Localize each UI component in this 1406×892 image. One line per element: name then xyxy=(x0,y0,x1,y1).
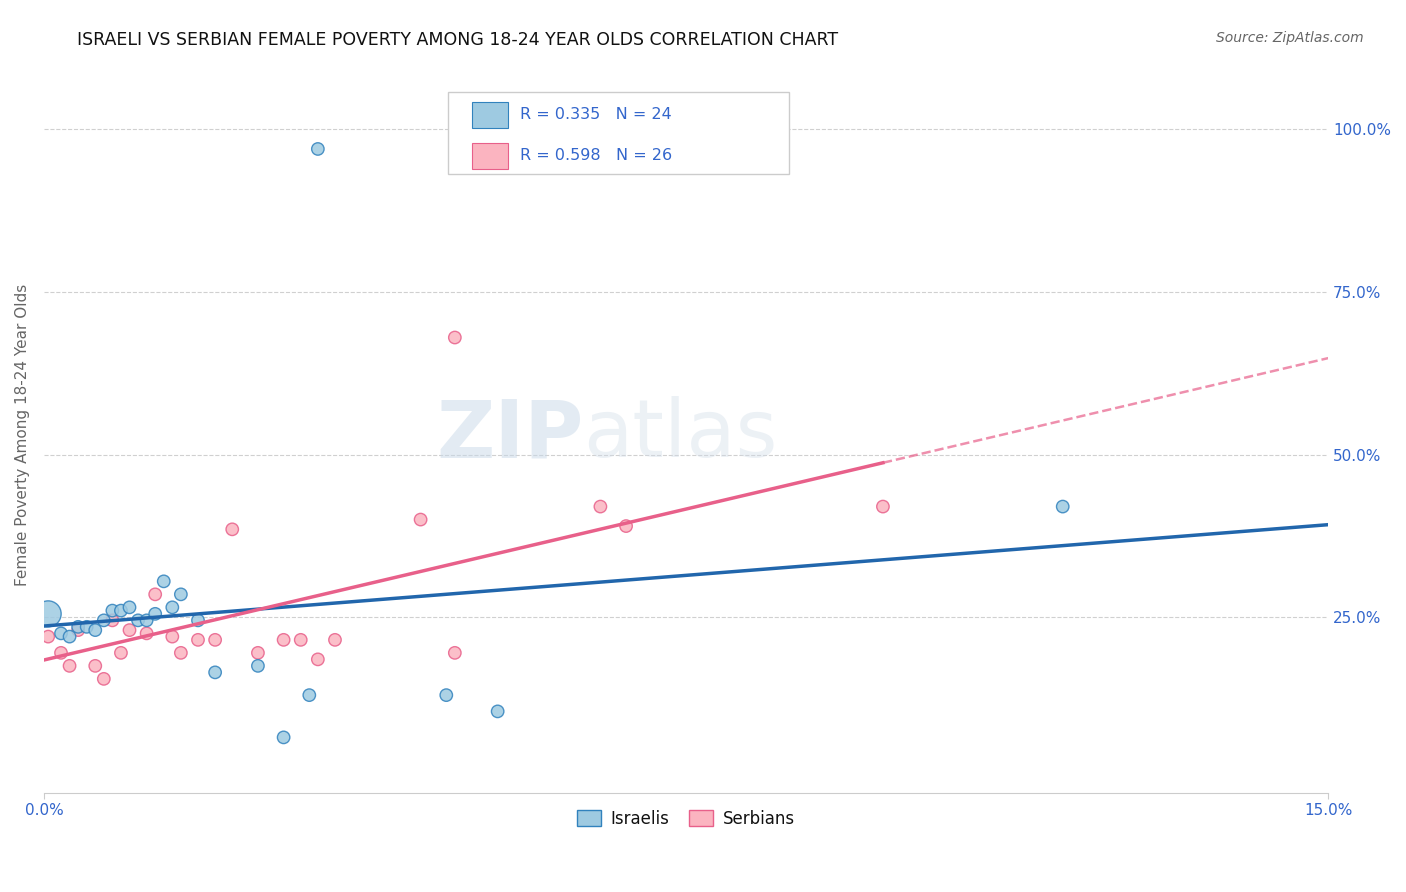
Point xyxy=(37,630,59,644)
Point xyxy=(110,646,132,660)
Text: atlas: atlas xyxy=(583,396,778,474)
Point xyxy=(187,632,209,647)
Point xyxy=(118,600,141,615)
Point xyxy=(67,623,90,637)
Point xyxy=(93,672,115,686)
Point xyxy=(221,522,243,536)
Point xyxy=(84,623,107,637)
Point xyxy=(162,600,184,615)
Point xyxy=(170,587,193,601)
Point xyxy=(101,613,124,627)
Point xyxy=(76,620,98,634)
FancyBboxPatch shape xyxy=(471,102,508,128)
Point xyxy=(101,604,124,618)
Point xyxy=(58,630,80,644)
Point xyxy=(143,587,166,601)
FancyBboxPatch shape xyxy=(471,143,508,169)
Y-axis label: Female Poverty Among 18-24 Year Olds: Female Poverty Among 18-24 Year Olds xyxy=(15,284,30,586)
Point xyxy=(290,632,312,647)
Point xyxy=(273,731,295,745)
Point xyxy=(204,632,226,647)
Point xyxy=(409,512,432,526)
Point xyxy=(143,607,166,621)
Point xyxy=(273,632,295,647)
Text: ZIP: ZIP xyxy=(436,396,583,474)
Point xyxy=(307,652,329,666)
Text: ISRAELI VS SERBIAN FEMALE POVERTY AMONG 18-24 YEAR OLDS CORRELATION CHART: ISRAELI VS SERBIAN FEMALE POVERTY AMONG … xyxy=(77,31,838,49)
Point xyxy=(204,665,226,680)
Text: R = 0.598   N = 26: R = 0.598 N = 26 xyxy=(520,148,672,163)
Point xyxy=(589,500,612,514)
Point xyxy=(323,632,346,647)
Point xyxy=(110,604,132,618)
Point xyxy=(170,646,193,660)
Point xyxy=(486,705,509,719)
Point xyxy=(1052,500,1074,514)
Point xyxy=(93,613,115,627)
Text: R = 0.335   N = 24: R = 0.335 N = 24 xyxy=(520,107,672,122)
Point xyxy=(444,646,467,660)
Point xyxy=(84,658,107,673)
Point xyxy=(162,630,184,644)
FancyBboxPatch shape xyxy=(449,92,789,174)
Point xyxy=(246,646,269,660)
Point xyxy=(127,613,149,627)
Point xyxy=(187,613,209,627)
Point xyxy=(152,574,174,589)
Point xyxy=(135,613,157,627)
Point xyxy=(37,607,59,621)
Point xyxy=(614,519,637,533)
Point xyxy=(49,646,72,660)
Point xyxy=(118,623,141,637)
Point xyxy=(246,658,269,673)
Legend: Israelis, Serbians: Israelis, Serbians xyxy=(571,803,801,834)
Point xyxy=(872,500,894,514)
Point xyxy=(298,688,321,702)
Point xyxy=(49,626,72,640)
Point xyxy=(135,626,157,640)
Point xyxy=(444,330,467,344)
Point xyxy=(58,658,80,673)
Point xyxy=(67,620,90,634)
Text: Source: ZipAtlas.com: Source: ZipAtlas.com xyxy=(1216,31,1364,45)
Point xyxy=(434,688,457,702)
Point xyxy=(307,142,329,156)
